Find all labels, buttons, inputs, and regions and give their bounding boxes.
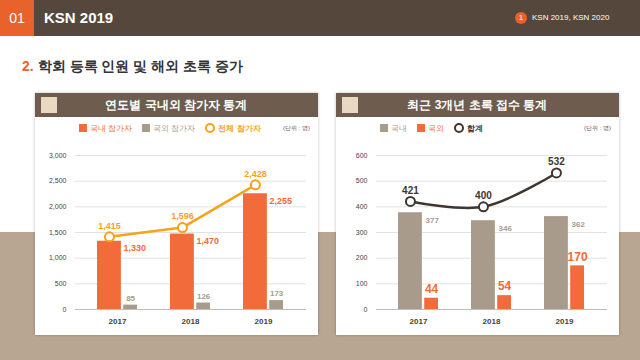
- html-text:(단위 : 명): (단위 : 명): [283, 125, 310, 131]
- svg-text:2,000: 2,000: [49, 203, 67, 210]
- html-text:합계: 합계: [467, 124, 483, 133]
- svg-text:1,415: 1,415: [98, 221, 121, 231]
- svg-text:85: 85: [126, 294, 135, 303]
- svg-text:346: 346: [499, 224, 513, 233]
- svg-text:2017: 2017: [109, 317, 127, 326]
- svg-text:170: 170: [568, 250, 588, 264]
- svg-text:100: 100: [356, 280, 368, 287]
- html-text:1: 1: [518, 13, 524, 22]
- svg-text:2019: 2019: [556, 317, 574, 326]
- svg-text:400: 400: [475, 190, 492, 201]
- svg-text:44: 44: [425, 282, 439, 296]
- svg-text:2,428: 2,428: [244, 169, 267, 179]
- html-text:KSN 2019: KSN 2019: [44, 9, 114, 26]
- svg-text:2017: 2017: [410, 317, 428, 326]
- svg-text:377: 377: [426, 216, 440, 225]
- svg-text:362: 362: [572, 220, 586, 229]
- html-text:연도별 국내외 참가자 통계: 연도별 국내외 참가자 통계: [105, 98, 248, 112]
- svg-text:200: 200: [356, 254, 368, 261]
- html-text:(단위 : 명): (단위 : 명): [584, 125, 611, 131]
- svg-text:300: 300: [356, 229, 368, 236]
- svg-text:2,255: 2,255: [270, 196, 293, 206]
- svg-text:600: 600: [356, 152, 368, 159]
- svg-text:500: 500: [356, 177, 368, 184]
- svg-text:400: 400: [356, 203, 368, 210]
- html-text:2. 학회 등록 인원 및 해외 초록 증가: 2. 학회 등록 인원 및 해외 초록 증가: [22, 58, 243, 74]
- svg-text:54: 54: [498, 279, 512, 293]
- svg-text:421: 421: [402, 185, 419, 196]
- svg-text:2,500: 2,500: [49, 177, 67, 184]
- svg-text:126: 126: [197, 292, 211, 301]
- svg-text:1,000: 1,000: [49, 254, 67, 261]
- html-text:01: 01: [9, 10, 25, 26]
- svg-text:2018: 2018: [483, 317, 501, 326]
- html-text:국외: 국외: [428, 124, 444, 133]
- svg-text:532: 532: [548, 156, 565, 167]
- svg-text:1,330: 1,330: [124, 243, 147, 253]
- html-text:전체 참가자: 전체 참가자: [218, 124, 261, 133]
- svg-text:1,500: 1,500: [49, 229, 67, 236]
- html-text:국외 참가자: 국외 참가자: [153, 124, 196, 133]
- html-text:최근 3개년 초록 접수 통계: 최근 3개년 초록 접수 통계: [407, 98, 548, 112]
- svg-text:3,000: 3,000: [49, 152, 67, 159]
- svg-text:0: 0: [364, 306, 368, 313]
- svg-text:2018: 2018: [182, 317, 200, 326]
- html-text:국내 참가자: 국내 참가자: [90, 124, 133, 133]
- svg-text:2019: 2019: [255, 317, 273, 326]
- svg-text:500: 500: [55, 280, 67, 287]
- svg-text:1,470: 1,470: [197, 236, 220, 246]
- svg-text:173: 173: [270, 289, 284, 298]
- svg-text:0: 0: [63, 306, 67, 313]
- html-text:국내: 국내: [391, 124, 407, 133]
- html-text:KSN 2019, KSN 2020: KSN 2019, KSN 2020: [532, 13, 610, 22]
- svg-text:1,596: 1,596: [171, 211, 194, 221]
